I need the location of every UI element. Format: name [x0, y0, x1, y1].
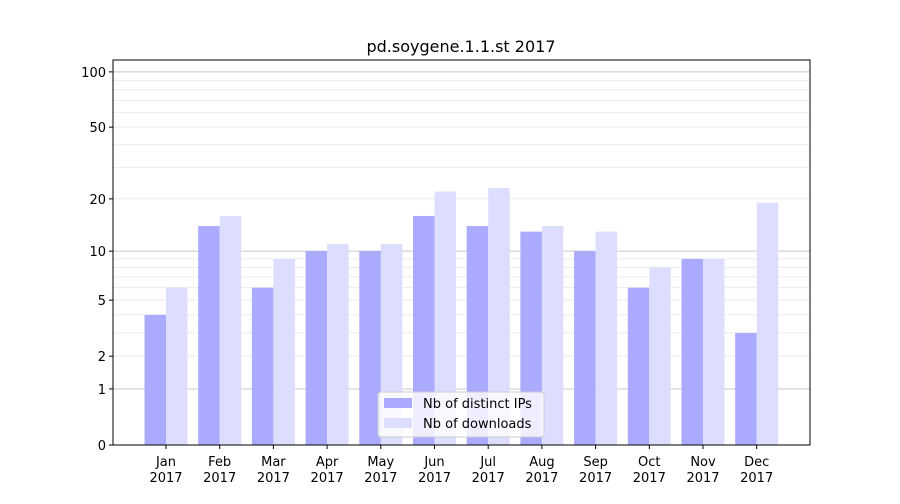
bar-downloads	[756, 202, 779, 445]
x-tick-label: Jul	[479, 455, 496, 470]
x-tick-label: 2017	[364, 471, 397, 486]
x-tick-label: May	[367, 455, 394, 470]
x-tick-label: 2017	[525, 471, 558, 486]
x-tick-label: 2017	[311, 471, 344, 486]
x-tick-label: 2017	[472, 471, 505, 486]
bar-distinct-ips	[144, 314, 166, 445]
x-tick-label: 2017	[418, 471, 451, 486]
bar-distinct-ips	[574, 251, 596, 445]
x-tick-label: Feb	[208, 455, 231, 470]
x-tick-label: Nov	[690, 455, 716, 470]
bar-downloads	[595, 231, 618, 445]
legend-box	[377, 391, 545, 438]
bar-distinct-ips	[681, 258, 703, 445]
y-tick-label: 2	[98, 350, 106, 365]
bar-distinct-ips	[627, 287, 650, 445]
bar-distinct-ips	[735, 332, 757, 445]
x-tick-label: Dec	[744, 455, 769, 470]
y-tick-label: 50	[89, 121, 106, 136]
bar-distinct-ips	[198, 226, 220, 445]
bar-downloads	[488, 188, 510, 445]
bar-downloads	[649, 267, 671, 445]
bar-downloads	[219, 215, 242, 445]
chart-title: pd.soygene.1.1.st 2017	[366, 37, 555, 56]
bar-distinct-ips	[413, 215, 435, 445]
x-tick-label: Jun	[423, 455, 444, 470]
x-tick-label: Sep	[583, 455, 608, 470]
bar-distinct-ips	[359, 251, 381, 445]
bar-downloads	[703, 258, 725, 445]
legend-swatch	[384, 418, 412, 428]
y-tick-label: 100	[81, 66, 106, 81]
legend-label: Nb of distinct IPs	[423, 397, 532, 412]
x-tick-label: Jan	[155, 455, 176, 470]
bar-distinct-ips	[251, 287, 274, 445]
y-tick-label: 10	[89, 245, 106, 260]
x-tick-label: 2017	[257, 471, 290, 486]
legend-swatch	[384, 398, 412, 408]
bar-downloads	[434, 191, 456, 445]
y-tick-label: 1	[98, 383, 106, 398]
plot-frame	[112, 59, 811, 446]
x-tick-label: 2017	[579, 471, 612, 486]
x-tick-label: 2017	[740, 471, 773, 486]
x-tick-label: 2017	[149, 471, 182, 486]
x-tick-label: 2017	[686, 471, 719, 486]
bar-distinct-ips	[466, 226, 489, 445]
x-tick-label: Apr	[316, 455, 339, 470]
y-tick-label: 5	[98, 294, 106, 309]
bar-downloads	[273, 258, 295, 445]
bar-downloads	[541, 226, 564, 445]
x-tick-label: 2017	[633, 471, 666, 486]
bar-downloads	[166, 287, 188, 445]
bar-distinct-ips	[305, 251, 328, 445]
x-tick-label: Mar	[261, 455, 286, 470]
legend-label: Nb of downloads	[423, 417, 532, 432]
bar-downloads	[327, 244, 349, 445]
x-tick-label: 2017	[203, 471, 236, 486]
x-tick-label: Oct	[638, 455, 660, 470]
x-tick-label: Aug	[529, 455, 554, 470]
y-tick-label: 20	[89, 193, 106, 208]
y-tick-label: 0	[98, 439, 106, 454]
